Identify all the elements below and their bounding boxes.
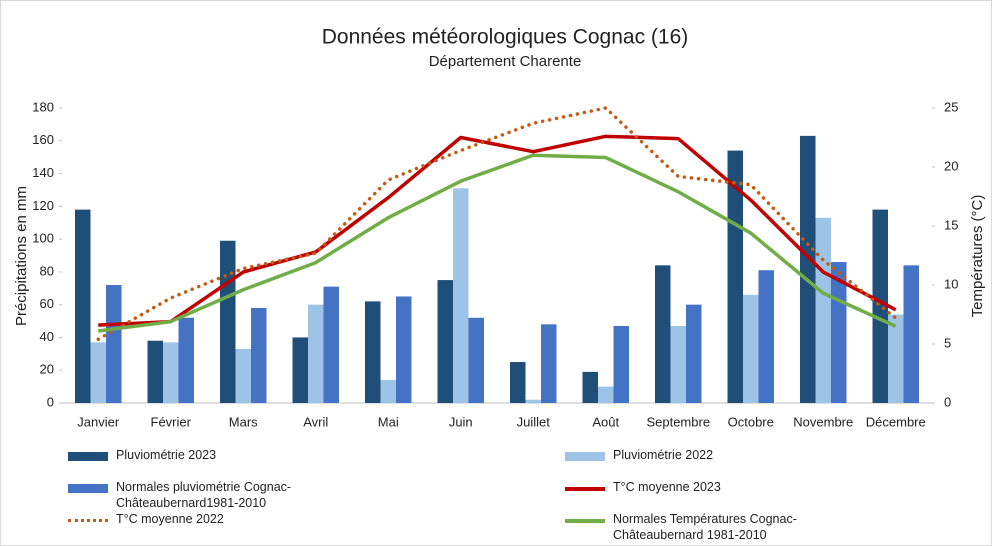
legend-swatch (565, 452, 605, 461)
bar (541, 324, 557, 403)
bar (308, 304, 324, 403)
y2-tick-label: 0 (944, 394, 951, 409)
legend-swatch (565, 487, 605, 491)
x-tick-label: Mai (378, 414, 399, 429)
y2-tick-label: 5 (944, 335, 951, 350)
bar (396, 296, 412, 403)
bar (437, 280, 453, 403)
x-tick-label: Février (151, 414, 192, 429)
x-tick-label: Octobre (728, 414, 774, 429)
x-tick-label: Janvier (77, 414, 120, 429)
x-tick-label: Septembre (646, 414, 710, 429)
x-tick-label: Août (592, 414, 619, 429)
bar (582, 371, 598, 403)
legend-label: T°C moyenne 2023 (613, 480, 721, 494)
legend-label: Normales pluviométrie Cognac-Châteaubern… (116, 480, 292, 510)
y2-tick-label: 15 (944, 217, 958, 232)
bar (220, 240, 236, 403)
bar (743, 294, 759, 403)
bar (815, 217, 831, 403)
bar (106, 285, 122, 403)
bar (670, 325, 686, 403)
legend-label: T°C moyenne 2022 (116, 512, 224, 526)
bar (872, 209, 888, 403)
bar (75, 209, 91, 403)
y-tick-label: 180 (32, 99, 54, 114)
legend-swatch (68, 452, 108, 461)
y-tick-label: 140 (32, 165, 54, 180)
x-tick-label: Avril (303, 414, 328, 429)
y-tick-label: 0 (47, 394, 54, 409)
bar (380, 380, 396, 403)
bar (686, 304, 702, 403)
y2-axis-label: Températures (°C) (969, 195, 986, 318)
y-tick-label: 40 (40, 329, 54, 344)
legend-label: Pluviométrie 2022 (613, 448, 714, 462)
bar (235, 348, 251, 403)
bar (510, 362, 526, 403)
y-tick-label: 120 (32, 198, 54, 213)
legend-label: Normales Températures Cognac-Châteaubern… (613, 512, 797, 542)
legend-swatch (565, 519, 605, 523)
line (96, 106, 898, 342)
bar (163, 342, 179, 403)
chart-subtitle: Département Charente (429, 53, 582, 70)
bar (655, 265, 671, 403)
bar (90, 342, 106, 403)
y-tick-label: 100 (32, 231, 54, 246)
bar (468, 317, 484, 403)
legend-swatch (68, 519, 108, 522)
x-tick-label: Novembre (793, 414, 853, 429)
y2-tick-label: 20 (944, 158, 958, 173)
legend-swatch (68, 484, 108, 493)
bar (147, 340, 163, 403)
bar (613, 325, 629, 403)
bar (888, 314, 904, 403)
bar (727, 150, 743, 403)
bar (453, 188, 469, 403)
y2-tick-label: 25 (944, 99, 958, 114)
y-tick-label: 20 (40, 362, 54, 377)
y2-tick-label: 10 (944, 276, 958, 291)
bar (758, 270, 774, 403)
bar (292, 337, 308, 403)
x-tick-label: Juin (449, 414, 473, 429)
line (98, 134, 897, 327)
bar (598, 386, 614, 403)
y-tick-label: 160 (32, 132, 54, 147)
bar (525, 399, 541, 403)
bar (903, 265, 919, 403)
x-tick-label: Mars (229, 414, 258, 429)
x-tick-label: Juillet (517, 414, 551, 429)
chart-title: Données météorologiques Cognac (16) (322, 26, 689, 49)
line (98, 153, 897, 333)
bar (800, 135, 816, 403)
bar (323, 286, 339, 403)
y-axis-label: Précipitations en mm (13, 186, 30, 326)
bar (251, 307, 267, 403)
x-tick-label: Décembre (866, 414, 926, 429)
y-tick-label: 80 (40, 263, 54, 278)
bar (178, 317, 194, 403)
bar (365, 301, 381, 403)
legend-label: Pluviométrie 2023 (116, 448, 217, 462)
y-tick-label: 60 (40, 296, 54, 311)
